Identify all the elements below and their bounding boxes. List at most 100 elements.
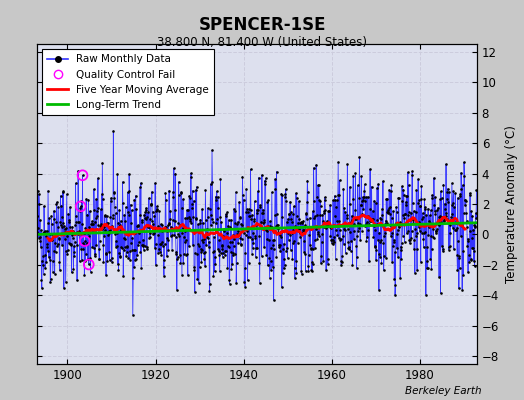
Point	[110, 190, 118, 197]
Point	[89, 221, 97, 228]
Point	[395, 223, 403, 229]
Point	[310, 214, 319, 221]
Point	[333, 218, 341, 224]
Point	[245, 260, 253, 266]
Point	[241, 265, 249, 272]
Point	[69, 228, 77, 234]
Point	[76, 208, 84, 214]
Point	[205, 288, 214, 294]
Point	[421, 206, 430, 212]
Point	[165, 187, 173, 194]
Point	[380, 233, 389, 240]
Point	[165, 220, 173, 227]
Point	[221, 248, 230, 254]
Point	[294, 220, 302, 226]
Point	[257, 222, 265, 229]
Point	[265, 254, 274, 261]
Point	[363, 234, 372, 240]
Point	[276, 248, 285, 254]
Point	[458, 182, 467, 188]
Point	[255, 260, 264, 266]
Point	[207, 222, 215, 228]
Point	[191, 288, 199, 295]
Point	[236, 215, 244, 222]
Point	[92, 196, 100, 203]
Point	[333, 197, 341, 203]
Point	[444, 246, 453, 253]
Point	[446, 217, 455, 224]
Point	[118, 244, 126, 251]
Point	[149, 230, 158, 236]
Point	[410, 246, 418, 252]
Point	[100, 224, 108, 231]
Point	[357, 198, 366, 204]
Point	[94, 175, 102, 182]
Point	[464, 236, 472, 242]
Point	[253, 206, 261, 213]
Point	[396, 275, 405, 281]
Point	[385, 210, 394, 217]
Point	[43, 244, 51, 251]
Point	[236, 241, 245, 248]
Point	[116, 254, 124, 260]
Point	[76, 205, 84, 211]
Point	[429, 235, 438, 241]
Point	[83, 256, 92, 262]
Point	[212, 197, 220, 203]
Point	[75, 228, 83, 234]
Point	[368, 208, 377, 214]
Point	[174, 230, 182, 237]
Point	[238, 222, 246, 228]
Point	[426, 255, 434, 262]
Point	[215, 268, 224, 274]
Point	[202, 216, 210, 223]
Point	[414, 197, 423, 204]
Point	[170, 207, 179, 213]
Point	[354, 220, 363, 227]
Point	[112, 238, 121, 245]
Point	[413, 199, 422, 206]
Point	[190, 198, 198, 204]
Point	[427, 266, 435, 272]
Point	[67, 240, 75, 247]
Point	[333, 232, 342, 238]
Point	[70, 249, 78, 256]
Point	[295, 198, 303, 205]
Point	[196, 220, 204, 226]
Point	[59, 220, 67, 227]
Point	[237, 236, 246, 242]
Point	[42, 259, 50, 266]
Point	[401, 211, 410, 218]
Point	[341, 227, 349, 233]
Point	[262, 226, 270, 233]
Point	[470, 222, 478, 228]
Point	[411, 226, 419, 232]
Point	[435, 274, 443, 280]
Point	[153, 207, 161, 213]
Point	[95, 238, 104, 244]
Point	[420, 244, 428, 250]
Point	[433, 226, 441, 232]
Point	[304, 263, 312, 269]
Point	[310, 164, 318, 171]
Point	[359, 205, 368, 212]
Point	[365, 258, 373, 265]
Point	[385, 186, 394, 193]
Point	[220, 233, 228, 240]
Point	[242, 186, 250, 192]
Point	[428, 192, 436, 198]
Point	[386, 222, 395, 228]
Point	[235, 214, 244, 220]
Point	[189, 242, 197, 248]
Point	[295, 216, 303, 223]
Point	[102, 251, 111, 257]
Point	[359, 197, 367, 203]
Point	[102, 272, 110, 278]
Point	[72, 212, 80, 219]
Point	[300, 248, 308, 255]
Point	[264, 262, 272, 269]
Point	[240, 279, 248, 285]
Point	[129, 246, 138, 253]
Point	[461, 197, 470, 203]
Point	[41, 252, 50, 258]
